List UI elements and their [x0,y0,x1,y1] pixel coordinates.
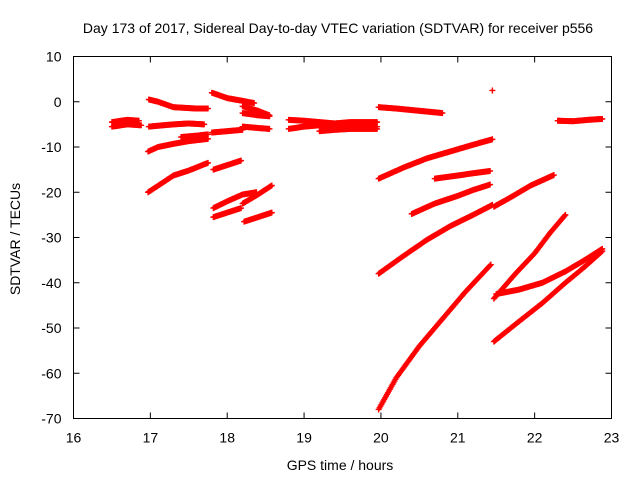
x-axis-label: GPS time / hours [287,457,394,473]
data-track [489,87,496,94]
data-track [210,157,245,173]
data-track [145,159,211,196]
data-point [489,136,496,143]
data-track [178,131,211,141]
data-track [210,205,245,221]
data-point [439,110,446,117]
data-point [201,121,208,128]
x-tick-label: 16 [66,430,82,446]
data-track [490,248,606,345]
y-tick-label: -50 [41,320,61,336]
x-tick-label: 17 [143,430,159,446]
x-tick-label: 18 [219,430,235,446]
y-tick-label: -20 [41,184,61,200]
data-track [145,120,208,130]
x-tick-label: 22 [527,430,543,446]
x-tick-label: 21 [450,430,466,446]
data-track [208,126,246,136]
data-track [316,125,381,135]
data-point [266,125,273,132]
data-point [487,181,494,188]
data-track [239,182,275,207]
data-track [239,110,273,120]
data-track [108,121,145,130]
data-track [375,261,494,413]
data-track [210,189,260,212]
data-point [251,100,258,107]
data-point [489,87,496,94]
data-track [554,115,606,125]
y-axis-label: SDTVAR / TECUs [7,183,23,295]
data-point [487,261,494,268]
y-tick-label: 0 [54,94,62,110]
data-point [374,125,381,132]
y-tick-label: -70 [41,411,61,427]
data-point [486,262,493,269]
chart-title: Day 173 of 2017, Sidereal Day-to-day VTE… [83,20,593,36]
data-track [239,123,273,132]
data-point [238,205,245,212]
data-point [138,122,145,129]
x-tick-label: 20 [373,430,389,446]
data-point [268,182,275,189]
plot-frame [73,56,612,419]
data-marks [108,87,606,413]
data-track [375,201,496,277]
data-track [408,181,494,217]
data-point [550,172,557,179]
y-tick-label: -30 [41,230,61,246]
data-track [375,136,496,182]
data-track [493,245,606,298]
data-point [598,248,605,255]
y-tick-label: -40 [41,275,61,291]
data-track [375,104,446,117]
data-track [145,135,211,155]
data-point [599,115,606,122]
y-tick-label: 10 [46,49,62,65]
data-point [268,209,275,216]
x-tick-label: 23 [604,430,620,446]
data-point [238,157,245,164]
data-track [490,211,569,302]
y-tick-label: -10 [41,139,61,155]
x-tick-label: 19 [296,430,312,446]
data-point [266,113,273,120]
axis-ticks: 16 17 18 19 20 21 22 23 10 0 -10 -20 -30 -40 -50 -60 -70 [41,49,619,446]
data-point [205,135,211,142]
data-point [205,159,211,166]
data-point [599,248,606,255]
data-point [561,212,568,219]
y-tick-label: -60 [41,365,61,381]
data-point [562,211,569,218]
data-track [431,167,494,182]
data-track [241,209,275,225]
data-track [145,96,211,112]
data-track [208,89,258,107]
data-point [487,167,494,174]
data-point [205,105,211,112]
data-track [490,172,557,210]
